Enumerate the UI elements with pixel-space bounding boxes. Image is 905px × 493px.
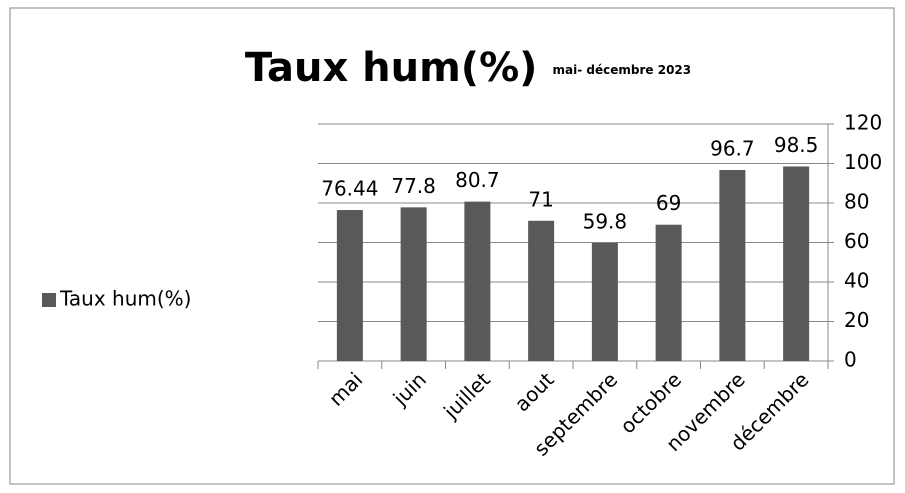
bar (783, 166, 810, 361)
data-label: 96.7 (710, 137, 755, 161)
data-label: 98.5 (774, 133, 819, 157)
y-tick-label: 80 (844, 190, 869, 214)
bar (528, 220, 555, 361)
bar (591, 242, 618, 361)
y-tick-label: 20 (844, 308, 869, 332)
y-tick-label: 0 (844, 348, 857, 372)
y-tick-label: 100 (844, 150, 882, 174)
y-tick-label: 60 (844, 229, 869, 253)
legend-swatch (42, 293, 56, 307)
data-label: 69 (656, 191, 681, 215)
y-tick-label: 40 (844, 269, 869, 293)
chart-subtitle: mai- décembre 2023 (553, 63, 692, 77)
data-label: 77.8 (391, 174, 436, 198)
legend-label: Taux hum(%) (59, 287, 191, 311)
data-label: 80.7 (455, 168, 500, 192)
chart-title-group: Taux hum(%) mai- décembre 2023 (245, 45, 691, 91)
data-label: 76.44 (321, 177, 378, 201)
chart-title: Taux hum(%) (245, 45, 538, 91)
data-label: 71 (528, 187, 553, 211)
bar (400, 207, 427, 361)
bar (719, 170, 746, 361)
bar (464, 201, 491, 361)
chart-border (9, 7, 895, 485)
bar (336, 210, 363, 361)
data-label: 59.8 (583, 209, 628, 233)
y-tick-label: 120 (844, 111, 882, 135)
bar (655, 224, 682, 361)
